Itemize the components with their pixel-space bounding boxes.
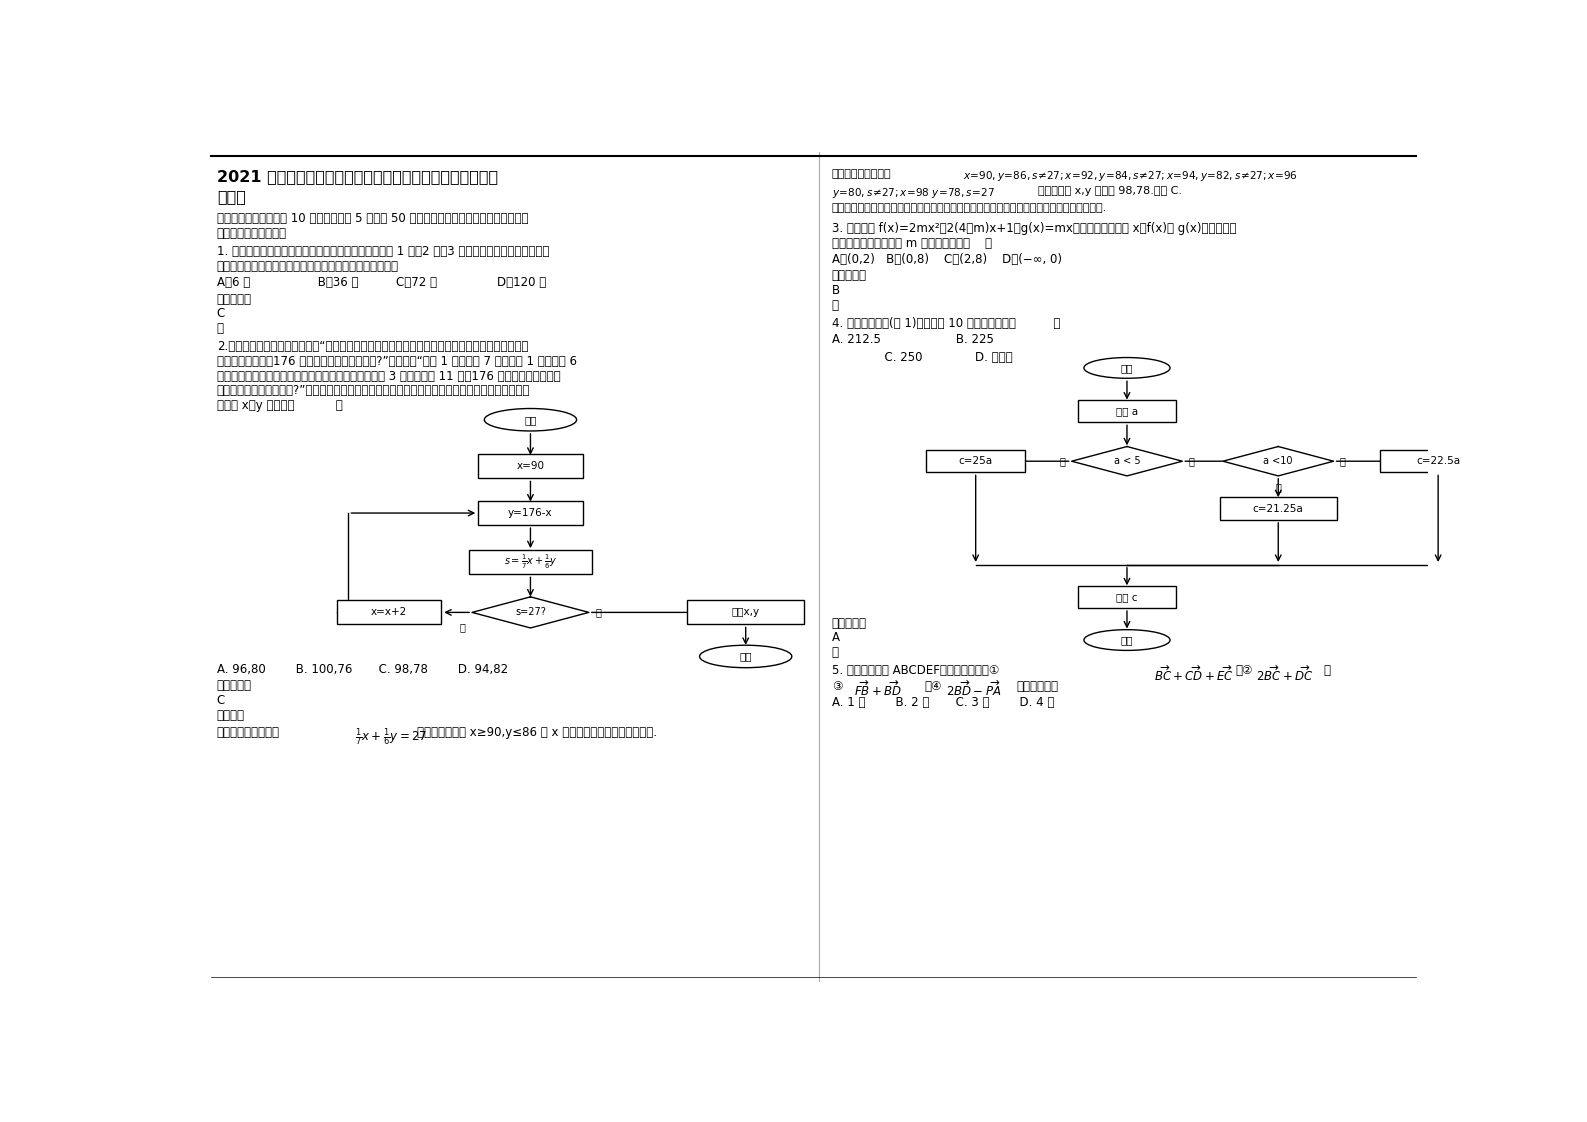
Text: C: C: [217, 693, 225, 707]
Text: s=27?: s=27?: [516, 607, 546, 617]
Text: ；④: ；④: [924, 680, 941, 692]
Text: 2021 年湖南省永州市石梓塘乡白合中学高二数学理模拟试卷: 2021 年湖南省永州市石梓塘乡白合中学高二数学理模拟试卷: [217, 169, 498, 184]
Polygon shape: [1224, 447, 1333, 476]
Text: ；: ；: [1324, 664, 1331, 678]
Text: $y\!=\!80,s\!\neq\!27;x\!=\!98\ y\!=\!78,s\!=\!27$: $y\!=\!80,s\!\neq\!27;x\!=\!98\ y\!=\!78…: [832, 186, 995, 201]
Text: 开始: 开始: [1120, 362, 1133, 373]
Text: 输出的 x，y 分别为（           ）: 输出的 x，y 分别为（ ）: [217, 399, 343, 412]
FancyBboxPatch shape: [687, 600, 805, 625]
Text: A．(0,2)   B．(0,8)    C．(2,8)    D．(−∞, 0): A．(0,2) B．(0,8) C．(2,8) D．(−∞, 0): [832, 252, 1062, 266]
Text: $s=\frac{1}{7}x+\frac{1}{6}y$: $s=\frac{1}{7}x+\frac{1}{6}y$: [503, 553, 557, 571]
Polygon shape: [1071, 447, 1182, 476]
FancyBboxPatch shape: [1078, 399, 1176, 422]
Text: 3. 已知函数 f(x)=2mx²－2(4－m)x+1，g(x)=mx，若对于任一实数 x，f(x)与 g(x)的值至少有: 3. 已知函数 f(x)=2mx²－2(4－m)x+1，g(x)=mx，若对于任…: [832, 222, 1236, 234]
Text: 开始: 开始: [524, 415, 536, 425]
Text: ，故输出的 x,y 分别为 98,78.故选 C.: ，故输出的 x,y 分别为 98,78.故选 C.: [1038, 186, 1182, 196]
Ellipse shape: [700, 645, 792, 668]
Text: x=x+2: x=x+2: [371, 607, 408, 617]
Polygon shape: [471, 597, 589, 628]
Text: 1. 在学校的一次演讲比赛中，高一、高二、高三分别有 1 名、2 名、3 名同学获奖，将这六名同学排: 1. 在学校的一次演讲比赛中，高一、高二、高三分别有 1 名、2 名、3 名同学…: [217, 246, 549, 258]
Text: $2\overrightarrow{BD}-\overrightarrow{PA}$: $2\overrightarrow{BD}-\overrightarrow{PA…: [946, 680, 1001, 699]
Text: 否: 否: [1339, 457, 1346, 467]
Text: $\overrightarrow{BC}+\overrightarrow{CD}+\overrightarrow{EC}$: $\overrightarrow{BC}+\overrightarrow{CD}…: [1154, 664, 1235, 683]
Text: 略: 略: [832, 298, 840, 312]
Text: 输出 c: 输出 c: [1116, 591, 1138, 601]
Text: C: C: [217, 307, 225, 321]
Text: 中的宝玉和石料各多少两?”如图所示的程序框图给出了对此题的一个求解算法，运行该程序框图，则: 中的宝玉和石料各多少两?”如图所示的程序框图给出了对此题的一个求解算法，运行该程…: [217, 385, 530, 397]
Text: 参考答案：: 参考答案：: [832, 269, 867, 283]
Text: A. 1 个        B. 2 个       C. 3 个        D. 4 个: A. 1 个 B. 2 个 C. 3 个 D. 4 个: [832, 696, 1054, 709]
Text: A．6 种                  B．36 种          C．72 种                D．120 种: A．6 种 B．36 种 C．72 种 D．120 种: [217, 276, 546, 289]
FancyBboxPatch shape: [478, 500, 582, 525]
Text: c=22.5a: c=22.5a: [1416, 457, 1460, 467]
Text: B: B: [832, 284, 840, 297]
Text: C. 250              D. 不确定: C. 250 D. 不确定: [832, 350, 1013, 364]
Text: 略: 略: [217, 322, 224, 335]
Text: c=25a: c=25a: [959, 457, 993, 467]
FancyBboxPatch shape: [336, 600, 441, 625]
FancyBboxPatch shape: [478, 454, 582, 478]
Text: $2\overrightarrow{BC}+\overrightarrow{DC}$: $2\overrightarrow{BC}+\overrightarrow{DC…: [1257, 664, 1314, 683]
Text: $x\!=\!90,y\!=\!86,s\!\neq\!27;x\!=\!92,y\!=\!84,s\!\neq\!27;x\!=\!94,y\!=\!82,s: $x\!=\!90,y\!=\!86,s\!\neq\!27;x\!=\!92,…: [963, 169, 1298, 183]
Ellipse shape: [484, 408, 576, 431]
Text: 略: 略: [832, 646, 840, 659]
FancyBboxPatch shape: [1379, 450, 1497, 472]
Text: 2.《九章算术》中的玉石问题：“今有玉方一寸，重七两；石方一寸，重六两，今有玉和石合在一起: 2.《九章算术》中的玉石问题：“今有玉方一寸，重七两；石方一寸，重六两，今有玉和…: [217, 340, 528, 353]
Text: a <10: a <10: [1263, 457, 1293, 467]
Text: 一、选择题：本大题共 10 小题，每小题 5 分，共 50 分。在每小题给出的四个选项中，只有: 一、选择题：本大题共 10 小题，每小题 5 分，共 50 分。在每小题给出的四…: [217, 212, 528, 226]
Text: x=90: x=90: [516, 461, 544, 471]
Text: 是: 是: [1276, 482, 1281, 491]
Text: c=21.25a: c=21.25a: [1252, 504, 1303, 514]
Text: 一个为正整数，则实数 m 的取值范围是（    ）: 一个为正整数，则实数 m 的取值范围是（ ）: [832, 237, 992, 249]
Text: 结束: 结束: [740, 652, 752, 662]
Text: 否: 否: [460, 622, 467, 632]
Text: 【分析】: 【分析】: [217, 709, 244, 723]
FancyBboxPatch shape: [1220, 497, 1336, 519]
Text: 是: 是: [595, 607, 601, 617]
Text: 【详解】执行程序：: 【详解】执行程序：: [832, 169, 892, 180]
Text: $\frac{1}{7}x+\frac{1}{6}y=27$: $\frac{1}{7}x+\frac{1}{6}y=27$: [354, 726, 427, 748]
Text: A. 212.5                    B. 225: A. 212.5 B. 225: [832, 333, 993, 347]
Text: 4. 根据程序框图(图 1)，当输入 10 时，输出的是（          ）: 4. 根据程序框图(图 1)，当输入 10 时，输出的是（ ）: [832, 316, 1060, 330]
FancyBboxPatch shape: [927, 450, 1025, 472]
Text: 成一排合影，要求同年级的同学相邻，那么不同的排法共有: 成一排合影，要求同年级的同学相邻，那么不同的排法共有: [217, 260, 398, 273]
Text: 是一个符合题目要求的: 是一个符合题目要求的: [217, 227, 287, 240]
Text: 结束: 结束: [1120, 635, 1133, 645]
Text: $\overrightarrow{FB}+\overrightarrow{BD}$: $\overrightarrow{FB}+\overrightarrow{BD}…: [854, 680, 901, 699]
Text: 流程图的作用是求出: 流程图的作用是求出: [217, 726, 279, 739]
Text: 是: 是: [1060, 457, 1065, 467]
Text: 输入 a: 输入 a: [1116, 406, 1138, 416]
Text: 两，现有宝玉和石料混合在一起的一个正方体，棱长是 3 寸，质量是 11 斤（176 两），问这个正方体: 两，现有宝玉和石料混合在一起的一个正方体，棱长是 3 寸，质量是 11 斤（17…: [217, 369, 560, 383]
Text: 输出x,y: 输出x,y: [732, 607, 760, 617]
Text: 中，等价的有: 中，等价的有: [1016, 680, 1059, 692]
Text: 的一个解，其中 x≥90,y≤86 且 x 为偶数，这个计算可得输出值.: 的一个解，其中 x≥90,y≤86 且 x 为偶数，这个计算可得输出值.: [417, 726, 657, 739]
Text: 否: 否: [1189, 457, 1195, 467]
Text: A: A: [832, 632, 840, 644]
FancyBboxPatch shape: [470, 550, 592, 574]
Text: 参考答案：: 参考答案：: [217, 679, 252, 692]
Text: 【点睛】本题考查算法中的循环结构、选择结构，读懂流程图的作用是关键，此类题是基础题.: 【点睛】本题考查算法中的循环结构、选择结构，读懂流程图的作用是关键，此类题是基础…: [832, 203, 1108, 213]
Text: 参考答案：: 参考答案：: [832, 617, 867, 629]
Text: A. 96,80        B. 100,76       C. 98,78        D. 94,82: A. 96,80 B. 100,76 C. 98,78 D. 94,82: [217, 663, 508, 677]
Text: ，②: ，②: [1235, 664, 1252, 678]
Ellipse shape: [1084, 629, 1170, 651]
Text: 参考答案：: 参考答案：: [217, 293, 252, 305]
Text: 5. 已知正六边形 ABCDEF，在下列表达式①: 5. 已知正六边形 ABCDEF，在下列表达式①: [832, 664, 1000, 678]
Text: 含解析: 含解析: [217, 190, 246, 204]
Ellipse shape: [1084, 358, 1170, 378]
Text: 玉，并重十一斤（176 两），问玉、石重各几何?”其意思：“宝玉 1 立方寸重 7 两，石料 1 立方寸重 6: 玉，并重十一斤（176 两），问玉、石重各几何?”其意思：“宝玉 1 立方寸重 …: [217, 355, 576, 368]
FancyBboxPatch shape: [1078, 586, 1176, 608]
Text: ③: ③: [832, 680, 843, 692]
Text: y=176-x: y=176-x: [508, 508, 552, 518]
Text: a < 5: a < 5: [1114, 457, 1141, 467]
